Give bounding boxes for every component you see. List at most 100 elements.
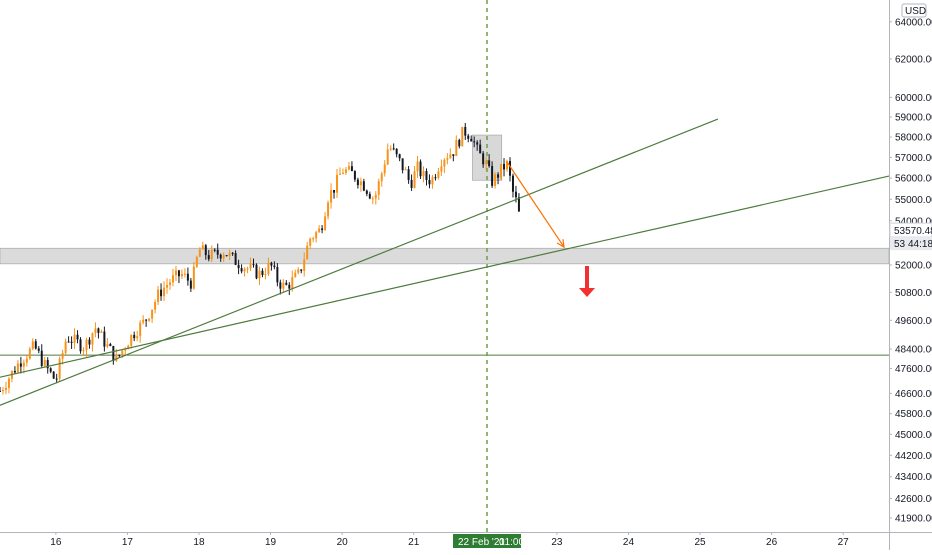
candle-body: [195, 256, 198, 267]
candle-body: [410, 179, 413, 188]
candle-body: [234, 253, 237, 265]
candle-body: [13, 370, 16, 373]
candle-body: [210, 249, 213, 260]
candle-body: [449, 154, 452, 159]
y-tick-label: 42600.00: [895, 494, 932, 505]
x-tick-label: 27: [838, 537, 850, 548]
candle-body: [58, 358, 61, 379]
candle-body: [249, 264, 252, 269]
trendline: [0, 175, 890, 378]
candle-body: [52, 371, 55, 379]
candle-body: [282, 282, 285, 289]
candle-body: [517, 197, 520, 212]
candle-body: [16, 363, 19, 373]
candle-body: [383, 164, 386, 174]
candle-body: [103, 331, 106, 347]
candle-body: [344, 169, 347, 173]
x-tick-label: 17: [122, 537, 134, 548]
candle-body: [422, 171, 425, 177]
candle-body: [139, 322, 142, 337]
candle-body: [79, 339, 82, 352]
candle-body: [508, 161, 511, 176]
candle-body: [368, 193, 371, 199]
candle-body: [34, 341, 37, 349]
candle-body: [168, 282, 171, 285]
candle-body: [359, 181, 362, 186]
candle-body: [157, 289, 160, 302]
x-tick-label: 16: [50, 537, 62, 548]
candle-body: [473, 141, 476, 143]
y-tick-label: 45800.00: [895, 409, 932, 420]
candle-body: [455, 140, 458, 156]
x-tick-label: 20: [337, 537, 349, 548]
candle-body: [347, 166, 350, 170]
projection-arrow-head: [556, 239, 565, 249]
candle-body: [160, 289, 163, 297]
candle-body: [40, 350, 43, 366]
candle-body: [198, 249, 201, 257]
candle-body: [476, 142, 479, 145]
y-tick-label: 60000.00: [895, 93, 932, 104]
candle-body: [336, 174, 339, 193]
candle-body: [121, 350, 124, 356]
candle-body: [258, 270, 261, 279]
candle-body: [76, 334, 79, 340]
candle-body: [130, 334, 133, 346]
candle-body: [514, 191, 517, 198]
candle-body: [467, 135, 470, 139]
countdown-partial-label: 53: [894, 239, 906, 250]
down-arrow-shaft: [585, 266, 589, 288]
candle-body: [73, 334, 76, 343]
candle-body: [488, 160, 491, 167]
currency-badge: [901, 3, 927, 18]
candle-body: [446, 158, 449, 160]
candle-body: [312, 238, 315, 240]
y-tick-label: 55000.00: [895, 195, 932, 206]
candle-body: [398, 154, 401, 159]
candle-body: [240, 268, 243, 272]
x-tick-label: 19: [265, 537, 277, 548]
candle-body: [243, 268, 246, 272]
candle-body: [142, 319, 145, 323]
candle-body: [261, 270, 264, 275]
x-tick-label: 23: [551, 537, 563, 548]
candle-body: [464, 126, 467, 136]
candle-body: [91, 333, 94, 345]
trendline: [0, 118, 719, 406]
candle-body: [443, 159, 446, 167]
candle-body: [88, 339, 91, 345]
candle-body: [371, 198, 374, 200]
candle-body: [431, 177, 434, 185]
candle-body: [353, 171, 356, 180]
candle-body: [341, 172, 344, 174]
y-tick-label: 46600.00: [895, 389, 932, 400]
crosshair-time-label: 01:00: [499, 537, 524, 548]
candle-body: [365, 190, 368, 194]
candle-body: [163, 287, 166, 297]
plot-area: [0, 0, 889, 532]
y-tick-label: 56000.00: [895, 174, 932, 185]
candle-body: [285, 282, 288, 285]
candle-body: [204, 245, 207, 256]
candle-body: [49, 368, 52, 372]
y-tick-label: 49600.00: [895, 316, 932, 327]
candle-body: [64, 341, 67, 353]
candle-body: [127, 345, 130, 350]
candle-body: [94, 328, 97, 334]
y-tick-label: 52000.00: [895, 260, 932, 271]
x-tick-label: 18: [193, 537, 205, 548]
y-tick-label: 54000.00: [895, 216, 932, 227]
x-tick-label: 21: [408, 537, 420, 548]
candle-body: [46, 360, 49, 369]
candle-body: [389, 148, 392, 150]
candle-body: [115, 354, 118, 361]
candle-body: [246, 268, 249, 270]
candle-body: [404, 169, 407, 171]
y-tick-label: 48400.00: [895, 345, 932, 356]
candle-body: [338, 173, 341, 175]
candle-body: [440, 166, 443, 172]
candle-body: [1, 390, 4, 392]
candle-body: [452, 154, 455, 156]
candle-body: [219, 254, 222, 259]
candle-body: [425, 171, 428, 180]
